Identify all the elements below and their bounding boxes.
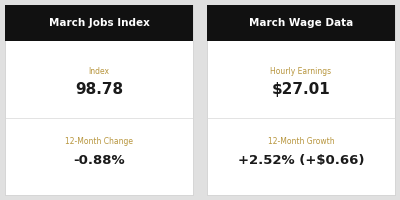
Text: 98.78: 98.78 bbox=[75, 82, 123, 97]
FancyBboxPatch shape bbox=[207, 5, 395, 195]
Text: -0.88%: -0.88% bbox=[73, 154, 125, 167]
Text: 12-Month Change: 12-Month Change bbox=[65, 137, 133, 146]
Text: 12-Month Growth: 12-Month Growth bbox=[268, 137, 334, 146]
Text: Hourly Earnings: Hourly Earnings bbox=[270, 67, 332, 76]
FancyBboxPatch shape bbox=[207, 5, 395, 41]
Text: Index: Index bbox=[88, 67, 110, 76]
Text: +2.52% (+$0.66): +2.52% (+$0.66) bbox=[238, 154, 364, 167]
Text: March Wage Data: March Wage Data bbox=[249, 18, 353, 28]
Text: March Jobs Index: March Jobs Index bbox=[48, 18, 150, 28]
FancyBboxPatch shape bbox=[5, 5, 193, 41]
Text: $27.01: $27.01 bbox=[272, 82, 330, 97]
FancyBboxPatch shape bbox=[5, 5, 193, 195]
